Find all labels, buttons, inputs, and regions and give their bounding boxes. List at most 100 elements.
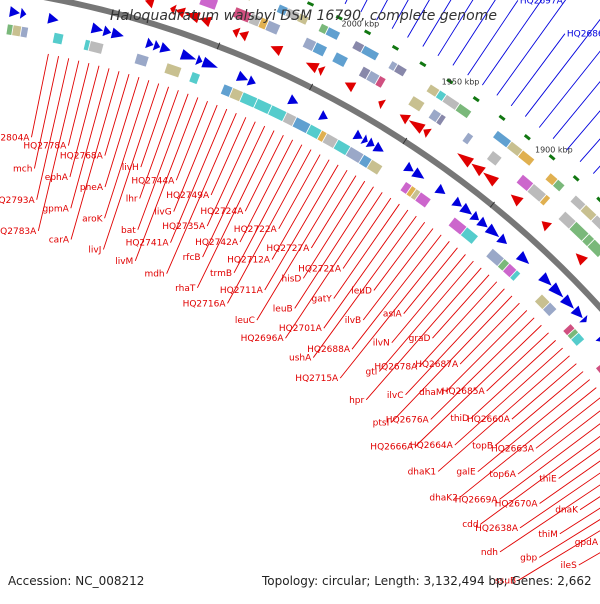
feature-block bbox=[527, 183, 546, 202]
leader-line bbox=[414, 324, 542, 447]
leader-line bbox=[437, 0, 474, 57]
leader-line bbox=[365, 267, 482, 401]
leader-line bbox=[31, 53, 49, 138]
scale-tick bbox=[309, 83, 314, 91]
gene-label: livJ bbox=[88, 245, 101, 255]
gene-arrow bbox=[365, 137, 375, 147]
leader-line bbox=[517, 410, 600, 475]
leader-line bbox=[391, 254, 466, 344]
gene-arrow bbox=[541, 221, 553, 232]
gene-label: bat bbox=[121, 226, 136, 236]
feature-ring-1 bbox=[9, 6, 600, 342]
gene-arrow bbox=[360, 134, 368, 144]
leader-line bbox=[407, 0, 430, 38]
tick-dash bbox=[363, 29, 372, 36]
feature-ring-3 bbox=[144, 0, 588, 266]
tick-dash bbox=[498, 114, 506, 121]
gene-label: dnaK bbox=[555, 506, 579, 516]
gene-arrow bbox=[423, 128, 432, 138]
leader-line bbox=[452, 0, 496, 66]
gene-arrow bbox=[9, 6, 20, 17]
gene-label: ilvB bbox=[345, 316, 362, 326]
gene-label: gatY bbox=[311, 294, 332, 304]
gene-arrow bbox=[185, 12, 201, 24]
gene-arrow bbox=[411, 167, 425, 179]
gene-label: gbp bbox=[520, 553, 537, 563]
gene-label: HQ2744A bbox=[131, 176, 175, 186]
gene-label: HQ2727A bbox=[266, 244, 310, 254]
gene-arrow bbox=[471, 163, 486, 177]
gene-arrow bbox=[457, 153, 475, 168]
leader-line bbox=[344, 0, 348, 5]
gene-label: HQ2722A bbox=[234, 225, 278, 235]
gene-label: HQ2663A bbox=[491, 444, 535, 454]
feature-block bbox=[333, 139, 351, 156]
gene-label: livG bbox=[154, 208, 171, 218]
feature-block bbox=[518, 150, 535, 166]
feature-block bbox=[516, 174, 534, 192]
gene-label: HQ2749A bbox=[166, 191, 210, 201]
gene-label: leuC bbox=[235, 316, 255, 326]
feature-block bbox=[580, 204, 597, 221]
gene-arrow bbox=[201, 56, 218, 68]
gene-arrow bbox=[287, 94, 299, 105]
gene-label: livM bbox=[115, 257, 133, 267]
leader-line bbox=[376, 0, 388, 21]
leader-line bbox=[539, 519, 600, 558]
leader-line bbox=[362, 228, 434, 321]
feature-block bbox=[506, 141, 523, 157]
gene-label: cdd bbox=[462, 520, 478, 530]
feature-block bbox=[52, 32, 64, 45]
leader-line bbox=[405, 288, 505, 396]
feature-block bbox=[410, 189, 421, 201]
feature-block bbox=[88, 40, 104, 54]
gene-label: gpmA bbox=[42, 204, 69, 214]
accession-label: Accession: NC_008212 bbox=[8, 574, 145, 588]
leader-line bbox=[480, 435, 600, 525]
gene-label: HQ2696A bbox=[241, 334, 285, 344]
gene-arrow bbox=[175, 7, 186, 19]
topology-summary: Topology: circular; Length: 3,132,494 bp… bbox=[262, 574, 592, 588]
leader-line bbox=[271, 159, 330, 260]
leader-line bbox=[70, 68, 110, 209]
feature-block bbox=[248, 13, 262, 27]
feature-block bbox=[400, 181, 412, 194]
leader-line bbox=[454, 347, 563, 446]
gene-label: rfcB bbox=[183, 253, 201, 263]
feature-block bbox=[388, 61, 398, 71]
leader-line bbox=[519, 472, 600, 529]
gene-label: leuD bbox=[351, 286, 372, 296]
gene-arrow bbox=[579, 315, 588, 323]
feature-block bbox=[486, 151, 502, 166]
feature-block bbox=[285, 8, 300, 21]
tick-dash bbox=[419, 61, 427, 68]
leader-line bbox=[418, 281, 498, 368]
gene-arrow bbox=[90, 22, 103, 34]
leader-line bbox=[477, 379, 591, 473]
gene-arrow bbox=[595, 336, 600, 342]
gene-arrow bbox=[575, 253, 588, 266]
gene-label: HQ2660A bbox=[467, 415, 511, 425]
feature-block bbox=[258, 17, 269, 30]
leader-line bbox=[517, 530, 600, 581]
gene-arrow bbox=[408, 120, 426, 134]
leader-line bbox=[33, 56, 60, 169]
feature-block bbox=[539, 194, 551, 206]
leader-line bbox=[310, 175, 357, 249]
gene-label: graD bbox=[409, 334, 431, 344]
gene-arrow bbox=[403, 161, 414, 172]
leader-line bbox=[137, 93, 189, 230]
gene-arrow bbox=[538, 272, 552, 286]
feature-block bbox=[366, 70, 380, 85]
feature-block bbox=[394, 64, 407, 77]
leader-line bbox=[552, 80, 600, 139]
scale-label: 2000 kbp bbox=[342, 20, 380, 29]
gene-label: ptsI bbox=[373, 419, 390, 429]
gene-label: gtl bbox=[366, 367, 378, 377]
leader-line bbox=[37, 60, 80, 232]
feature-block bbox=[268, 105, 287, 122]
leader-line bbox=[104, 76, 140, 188]
gene-arrow bbox=[378, 99, 386, 110]
leader-line bbox=[430, 317, 535, 420]
leader-line bbox=[134, 97, 199, 262]
